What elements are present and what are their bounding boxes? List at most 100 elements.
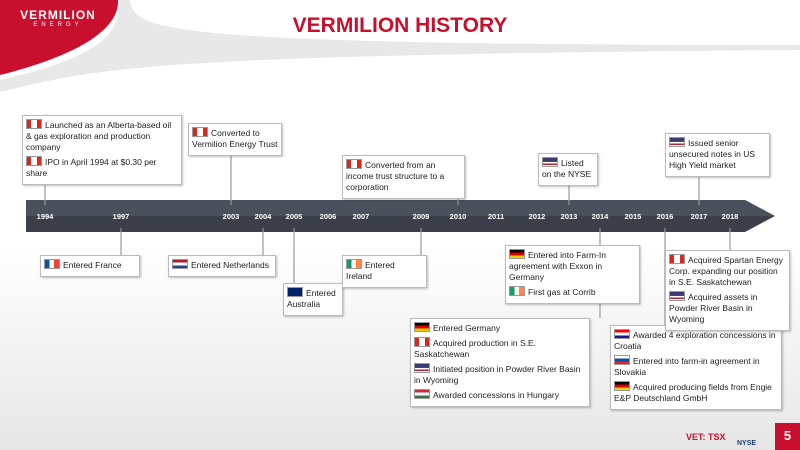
event-text: Entered into Farm-In agreement with Exxo… [509, 250, 606, 282]
country-flag [346, 159, 362, 169]
event-box: Acquired Spartan Energy Corp. expanding … [665, 250, 790, 331]
header-swoosh [0, 0, 800, 92]
event-text: Listed on the NYSE [542, 158, 592, 179]
event-text: Awarded 4 exploration concessions in Cro… [614, 330, 776, 351]
country-flag [509, 249, 525, 259]
event-text: Converted from an income trust structure… [346, 160, 445, 192]
event-item: Acquired assets in Powder River Basin in… [669, 291, 786, 325]
page-number: 5 [783, 428, 792, 443]
event-box: Issued senior unsecured notes in US High… [665, 133, 770, 177]
year-label: 1997 [112, 212, 130, 221]
year-label: 2011 [487, 212, 505, 221]
year-label: 2018 [721, 212, 739, 221]
country-flag [287, 287, 303, 297]
year-label: 2014 [591, 212, 609, 221]
event-text: Issued senior unsecured notes in US High… [669, 138, 755, 170]
footer-ticker: VET: TSX [686, 432, 726, 442]
event-item: Entered into farm-in agreement in Slovak… [614, 355, 778, 378]
page-number-tab [775, 423, 800, 450]
event-box: Entered Germany Acquired production in S.… [410, 318, 590, 407]
event-item: Entered Germany [414, 322, 586, 334]
country-flag [346, 259, 362, 269]
year-label: 2006 [319, 212, 337, 221]
event-text: Initiated position in Powder River Basin… [414, 364, 581, 385]
event-text: Acquired assets in Powder River Basin in… [669, 292, 758, 324]
year-label: 2009 [412, 212, 430, 221]
country-flag [669, 137, 685, 147]
event-box: Entered Australia [283, 283, 343, 316]
event-item: Entered Australia [287, 287, 339, 310]
country-flag [614, 355, 630, 365]
country-flag [172, 259, 188, 269]
country-flag [669, 291, 685, 301]
event-item: Acquired producing fields from Engie E&P… [614, 381, 778, 404]
event-item: First gas at Corrib [509, 286, 636, 298]
event-text: Entered Ireland [346, 260, 395, 281]
event-text: Entered Netherlands [191, 260, 269, 270]
country-flag [44, 259, 60, 269]
year-label: 2010 [449, 212, 467, 221]
country-flag [192, 127, 208, 137]
event-text: Entered Australia [287, 288, 336, 309]
country-flag [669, 254, 685, 264]
event-box: Launched as an Alberta-based oil & gas e… [22, 115, 182, 185]
event-item: Entered France [44, 259, 136, 271]
event-item: Initiated position in Powder River Basin… [414, 363, 586, 386]
event-text: First gas at Corrib [528, 287, 596, 297]
logo-name: VERMILION [20, 8, 96, 22]
year-label: 2015 [624, 212, 642, 221]
event-item: Converted from an income trust structure… [346, 159, 461, 193]
year-label: 2012 [528, 212, 546, 221]
event-item: Awarded 4 exploration concessions in Cro… [614, 329, 778, 352]
country-flag [414, 363, 430, 373]
year-label: 2004 [254, 212, 272, 221]
event-box: Converted from an income trust structure… [342, 155, 465, 199]
country-flag [614, 381, 630, 391]
slide-title: VERMILION HISTORY [292, 14, 508, 37]
footer-exchange: NYSE [737, 440, 757, 447]
event-text: Awarded concessions in Hungary [433, 390, 559, 400]
event-item: Launched as an Alberta-based oil & gas e… [26, 119, 178, 153]
event-text: Acquired Spartan Energy Corp. expanding … [669, 255, 783, 287]
country-flag [414, 389, 430, 399]
event-box: Entered France [40, 255, 140, 277]
event-item: Listed on the NYSE [542, 157, 594, 180]
event-text: Acquired producing fields from Engie E&P… [614, 382, 772, 403]
event-item: Converted to Vermilion Energy Trust [192, 127, 278, 150]
event-text: Entered Germany [433, 323, 501, 333]
event-item: Awarded concessions in Hungary [414, 389, 586, 401]
event-text: Launched as an Alberta-based oil & gas e… [26, 120, 172, 152]
event-item: Issued senior unsecured notes in US High… [669, 137, 766, 171]
event-text: Acquired production in S.E. Saskatchewan [414, 338, 537, 359]
event-box: Awarded 4 exploration concessions in Cro… [610, 325, 782, 410]
country-flag [26, 119, 42, 129]
event-item: Entered Netherlands [172, 259, 272, 271]
event-box: Listed on the NYSE [538, 153, 598, 186]
event-box: Entered into Farm-In agreement with Exxo… [505, 245, 640, 304]
year-label: 2017 [690, 212, 708, 221]
year-label: 2016 [656, 212, 674, 221]
year-label: 1994 [36, 212, 54, 221]
event-box: Entered Ireland [342, 255, 427, 288]
timeline-arrow-highlight [26, 200, 775, 216]
country-flag [414, 322, 430, 332]
event-item: Acquired production in S.E. Saskatchewan [414, 337, 586, 360]
event-text: Entered France [63, 260, 122, 270]
year-label: 2005 [285, 212, 303, 221]
event-box: Converted to Vermilion Energy Trust [188, 123, 282, 156]
event-item: Acquired Spartan Energy Corp. expanding … [669, 254, 786, 288]
logo-swoosh [0, 0, 119, 75]
country-flag [614, 329, 630, 339]
country-flag [26, 156, 42, 166]
country-flag [542, 157, 558, 167]
event-item: Entered Ireland [346, 259, 423, 282]
year-label: 2007 [352, 212, 370, 221]
event-text: Converted to Vermilion Energy Trust [192, 128, 278, 149]
country-flag [509, 286, 525, 296]
year-label: 2003 [222, 212, 240, 221]
event-text: Entered into farm-in agreement in Slovak… [614, 356, 760, 377]
logo-sub: ENERGY [33, 22, 83, 28]
